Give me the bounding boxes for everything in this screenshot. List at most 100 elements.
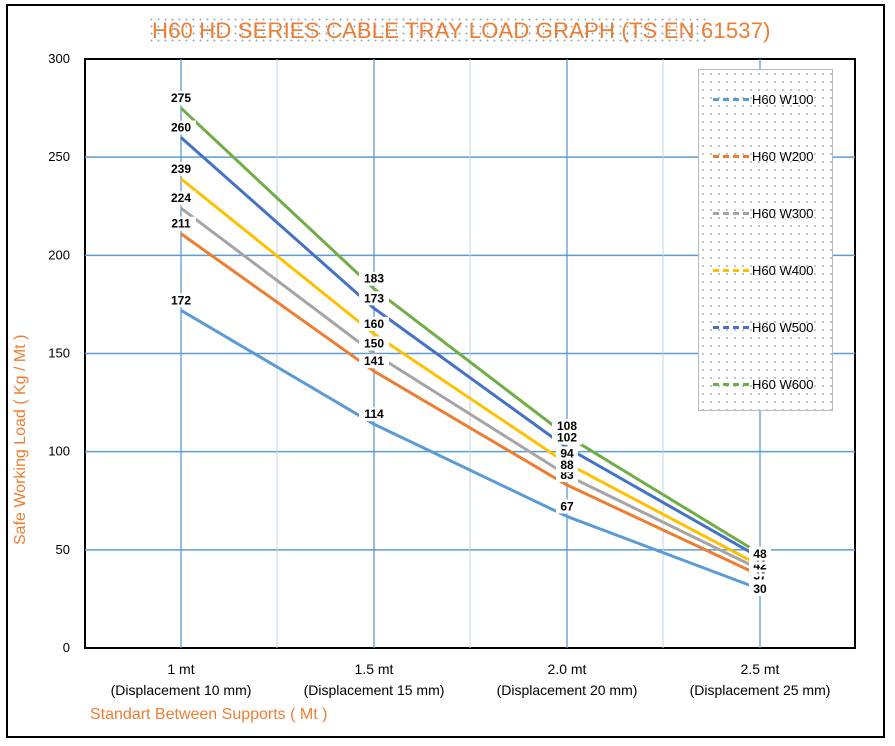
data-label: 88 xyxy=(560,458,574,472)
data-label-group: 88 xyxy=(556,458,578,473)
legend: H60 W100 H60 W200 H60 W300 H60 W400 H60 W500… xyxy=(698,69,833,411)
data-label-bg xyxy=(166,161,196,176)
axes: 0 50 100 150 200 250 300 1 mt (Displacement 10 m… xyxy=(48,51,830,698)
x-tick-label: 1 mt xyxy=(167,661,194,677)
legend-swatch xyxy=(713,382,749,386)
legend-label: H60 W100 xyxy=(752,91,814,107)
x-tick-label: 2.5 mt xyxy=(741,661,780,677)
series-line-h60-w500 xyxy=(180,136,761,559)
series-line-h60-w600 xyxy=(179,106,761,556)
data-label-group: 172 xyxy=(166,293,196,308)
legend-label: H60 W300 xyxy=(752,205,814,221)
x-tick-sublabel: (Displacement 10 mm) xyxy=(111,682,252,698)
data-label-bg xyxy=(359,336,389,351)
data-label-bg xyxy=(556,446,578,461)
data-label-bg xyxy=(556,458,578,473)
y-tick-label: 0 xyxy=(63,640,70,655)
data-label: 260 xyxy=(171,121,191,135)
x-tick-sublabel: (Displacement 25 mm) xyxy=(690,682,831,698)
data-label-group: 48 xyxy=(749,546,771,561)
data-label-group: 30 xyxy=(749,582,771,597)
legend-item: H60 W400 xyxy=(713,261,813,279)
y-tick-label: 100 xyxy=(48,444,70,459)
series-line-h60-w200 xyxy=(180,232,761,577)
legend-swatch xyxy=(713,211,749,215)
series-lines xyxy=(179,106,761,591)
x-tick-label: 2.0 mt xyxy=(548,661,587,677)
data-label-bg xyxy=(359,271,389,286)
series-line-h60-w300 xyxy=(180,207,761,571)
data-label-bg xyxy=(359,354,389,369)
data-label-group: 141 xyxy=(359,354,389,369)
legend-swatch xyxy=(713,325,749,329)
data-label: 183 xyxy=(364,272,384,286)
legend-label: H60 W200 xyxy=(752,148,814,164)
y-tick-label: 150 xyxy=(48,346,70,361)
legend-item: H60 W300 xyxy=(713,204,813,222)
data-label: 141 xyxy=(364,354,384,368)
legend-label: H60 W600 xyxy=(752,376,814,392)
data-label-bg xyxy=(359,316,389,331)
data-label-bg xyxy=(166,216,196,231)
data-label-group: 102 xyxy=(552,430,582,445)
series-line-h60-w100 xyxy=(180,309,761,591)
legend-swatch xyxy=(713,268,749,272)
data-label-bg xyxy=(749,582,771,597)
data-label-group: 94 xyxy=(556,446,578,461)
data-label-bg xyxy=(556,499,578,514)
data-label: 211 xyxy=(171,217,191,231)
data-label-group: 224 xyxy=(166,191,196,206)
legend-swatch xyxy=(713,154,749,158)
data-label-group: 108 xyxy=(552,418,582,433)
data-label: 172 xyxy=(171,293,191,307)
data-label-group: 173 xyxy=(359,291,389,306)
legend-label: H60 W400 xyxy=(752,262,814,278)
data-label: 275 xyxy=(171,91,191,105)
data-label-group: 239 xyxy=(166,161,196,176)
data-label-group: 114 xyxy=(359,407,389,422)
legend-item: H60 W500 xyxy=(713,318,813,336)
data-label: 224 xyxy=(171,191,191,205)
data-label: 239 xyxy=(171,162,191,176)
data-label-group: 260 xyxy=(166,120,196,135)
chart-title: H60 HD SERIES CABLE TRAY LOAD GRAPH (TS … xyxy=(148,16,770,46)
legend-swatch xyxy=(713,97,749,101)
legend-item: H60 W200 xyxy=(713,147,813,165)
y-tick-label: 200 xyxy=(48,247,70,262)
data-label-group: 183 xyxy=(359,271,389,286)
data-label-bg xyxy=(552,418,582,433)
x-tick-label: 1.5 mt xyxy=(355,661,394,677)
data-label: 108 xyxy=(557,419,577,433)
data-label-group: 275 xyxy=(166,91,196,106)
legend-label: H60 W500 xyxy=(752,319,814,335)
data-label-group: 67 xyxy=(556,499,578,514)
data-label-bg xyxy=(166,191,196,206)
data-label: 67 xyxy=(560,499,574,513)
y-tick-label: 50 xyxy=(56,542,70,557)
data-label-bg xyxy=(749,546,771,561)
legend-item: H60 W600 xyxy=(713,375,813,393)
x-axis-title: Standart Between Supports ( Mt ) xyxy=(90,706,328,723)
y-axis-title: Safe Working Load ( Kg / Mt ) xyxy=(12,334,29,545)
data-label-bg xyxy=(359,291,389,306)
data-label: 48 xyxy=(753,547,767,561)
x-tick-sublabel: (Displacement 20 mm) xyxy=(497,682,638,698)
series-line-h60-w400 xyxy=(180,177,761,567)
data-label-group: 160 xyxy=(359,316,389,331)
data-label: 114 xyxy=(364,407,384,421)
data-label-group: 150 xyxy=(359,336,389,351)
x-tick-sublabel: (Displacement 15 mm) xyxy=(304,682,445,698)
data-label: 173 xyxy=(364,291,384,305)
data-label-bg xyxy=(359,407,389,422)
data-label: 102 xyxy=(557,431,577,445)
data-label-bg xyxy=(166,293,196,308)
data-label: 94 xyxy=(560,446,574,460)
data-labels: 1721146730211141833722415088402391609442… xyxy=(166,91,771,597)
legend-item: H60 W100 xyxy=(713,90,813,108)
data-label: 160 xyxy=(364,317,384,331)
data-label-bg xyxy=(552,430,582,445)
y-tick-label: 250 xyxy=(48,149,70,164)
data-label-bg xyxy=(166,91,196,106)
data-label: 30 xyxy=(753,582,767,596)
data-label-group: 211 xyxy=(166,216,196,231)
